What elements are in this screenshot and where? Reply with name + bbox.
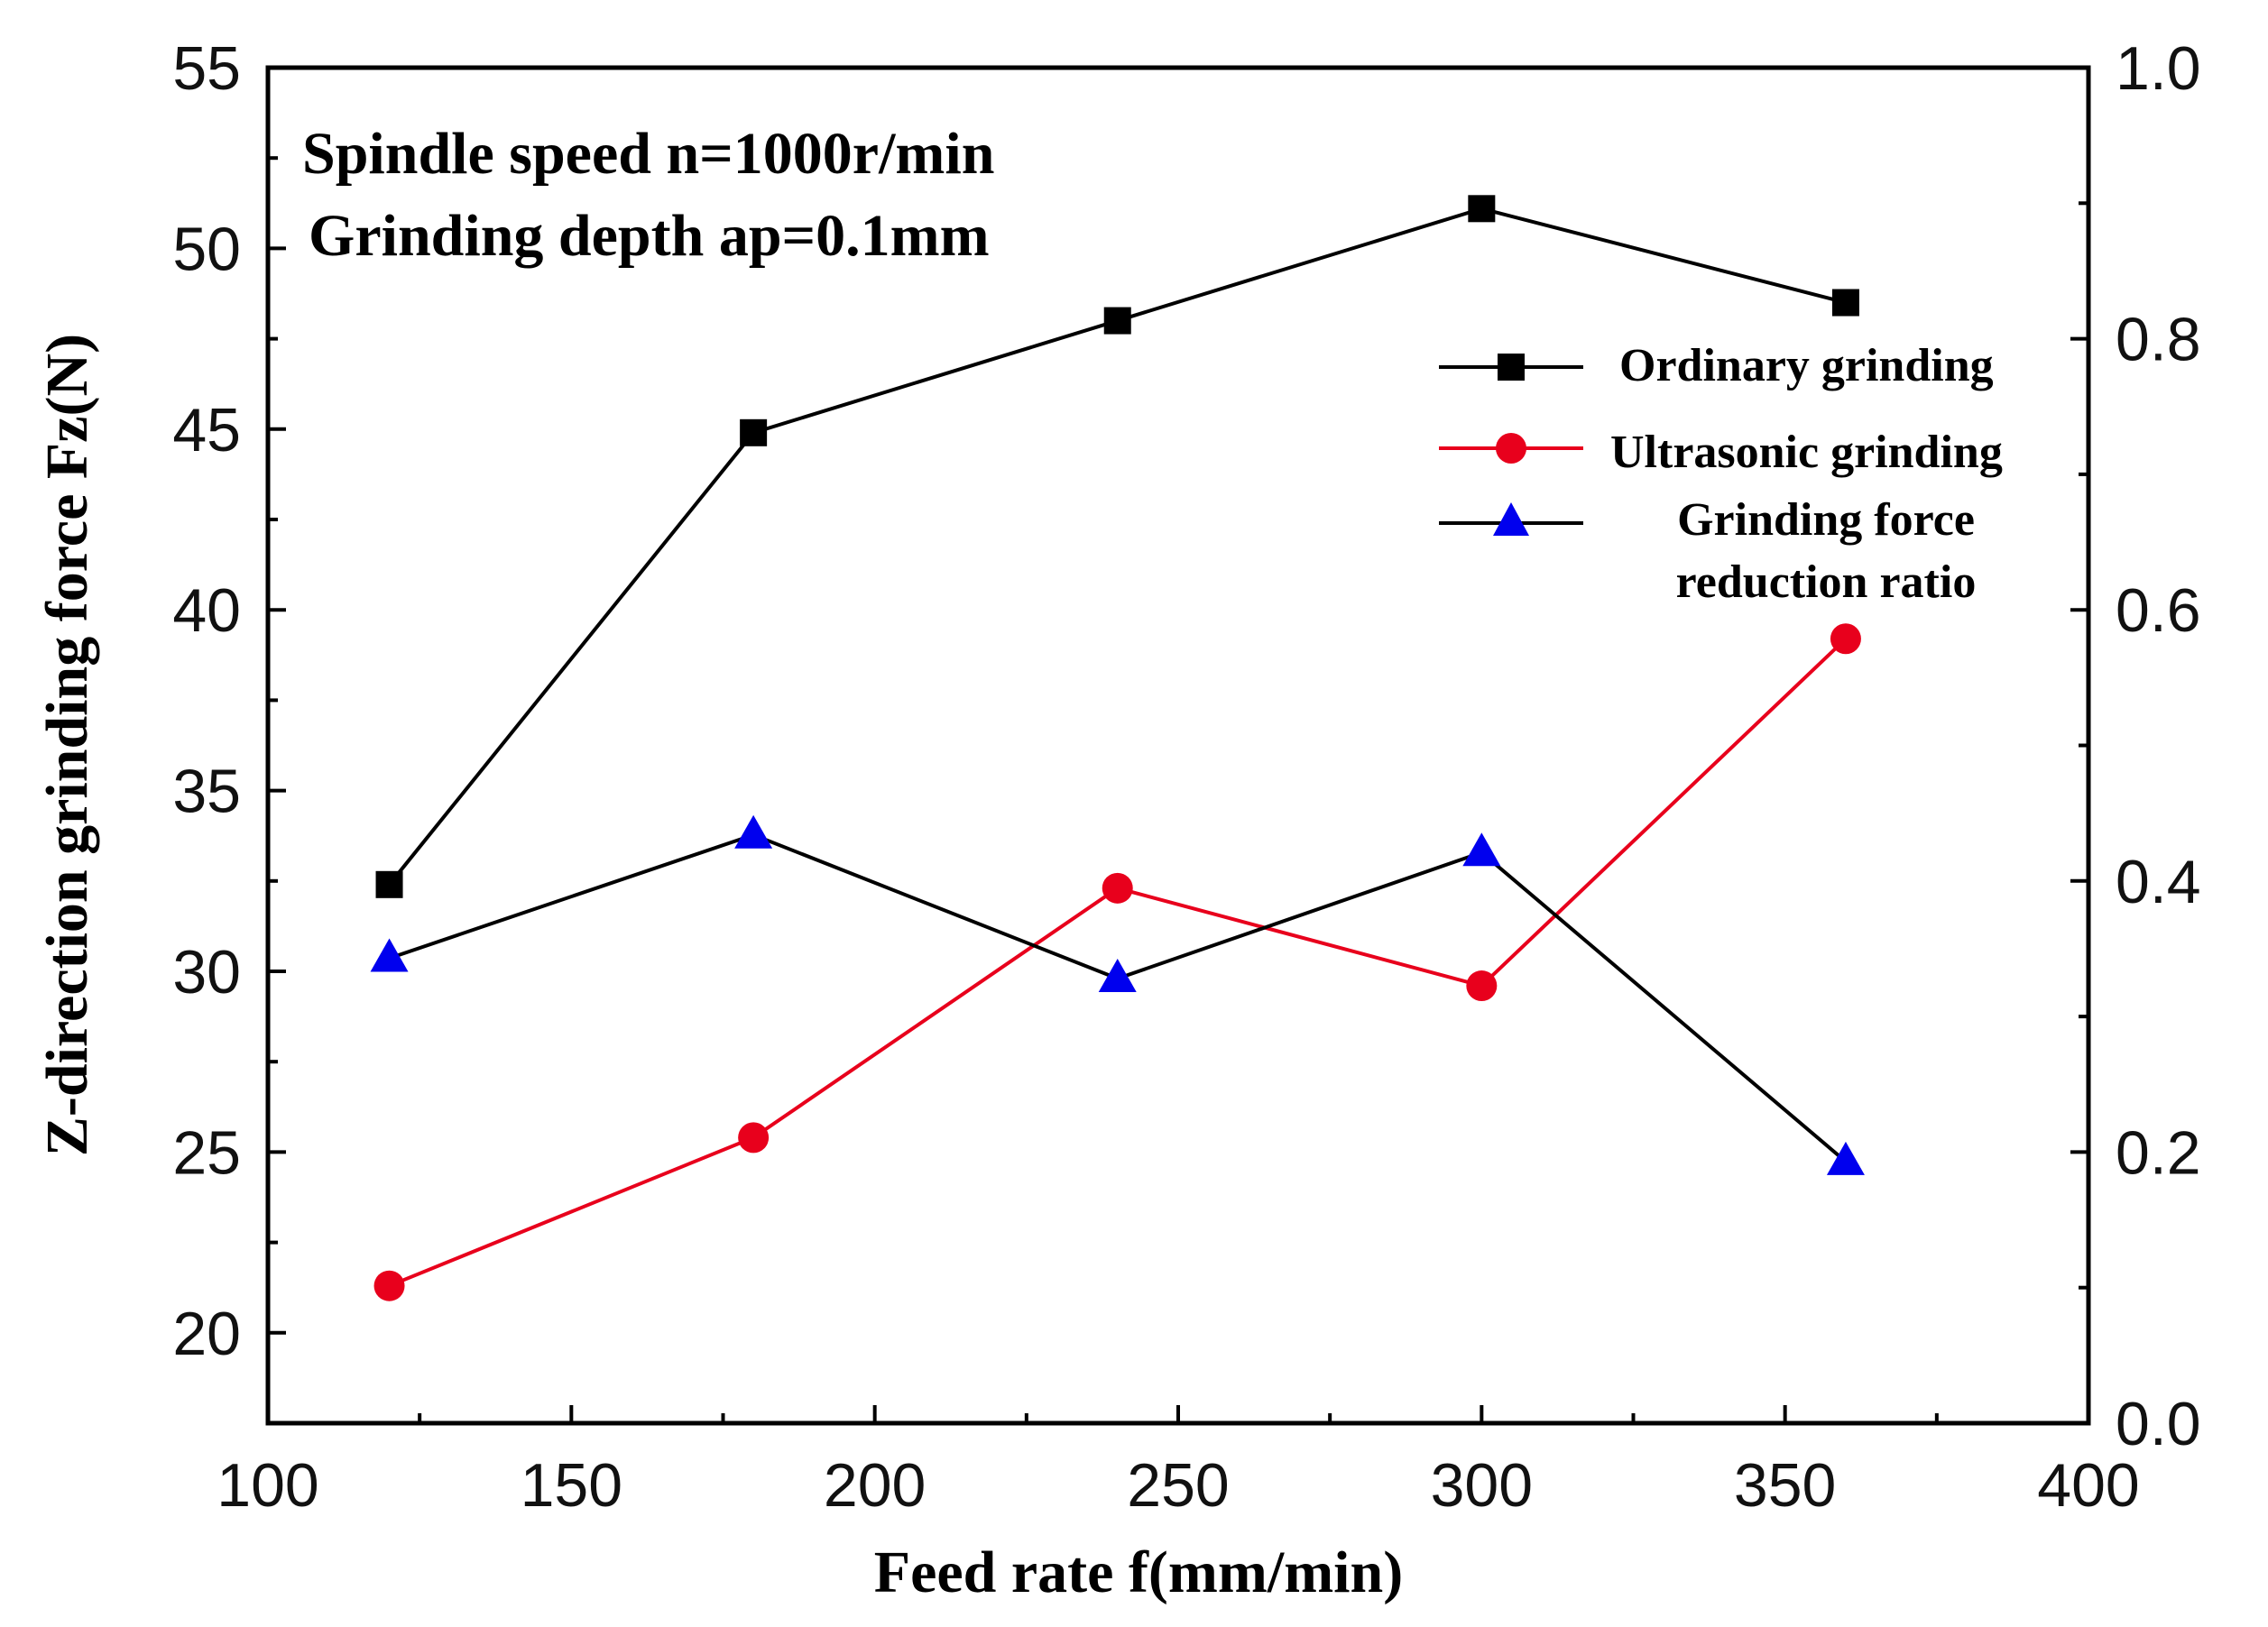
legend-marker-ultrasonic (1496, 433, 1526, 464)
data-point-ordinary (740, 418, 768, 446)
legend: Ordinary grinding Ultrasonic grinding Gr… (1439, 340, 2003, 608)
y-axis-left: 20 25 30 35 40 45 50 55 (172, 34, 286, 1425)
y-right-tick-label: 1.0 (2116, 34, 2201, 103)
x-tick-label: 350 (1734, 1451, 1836, 1520)
y-right-tick-label: 0.6 (2116, 576, 2201, 645)
y-right-tick-label: 0.2 (2116, 1118, 2201, 1187)
data-point-ultrasonic (738, 1122, 770, 1154)
data-point-ordinary (375, 870, 403, 898)
data-point-reduction-ratio (1826, 1141, 1865, 1175)
y-right-tick-label: 0.0 (2116, 1390, 2201, 1458)
x-tick-label: 150 (521, 1451, 622, 1520)
y-left-tick-label: 40 (172, 576, 241, 645)
x-tick-label: 250 (1127, 1451, 1229, 1520)
annotation-grinding-depth: Grinding depth ap=0.1mm (309, 203, 990, 269)
data-point-ordinary (1831, 289, 1859, 317)
y-axis-right: 0.0 0.2 0.4 0.6 0.8 1.0 (2070, 34, 2201, 1458)
data-point-ultrasonic (1102, 872, 1133, 904)
annotation-spindle-speed: Spindle speed n=1000r/min (302, 121, 994, 187)
data-point-reduction-ratio (734, 814, 773, 849)
data-point-ordinary (1103, 307, 1131, 335)
data-point-ordinary (1468, 195, 1496, 223)
x-tick-label: 400 (2037, 1451, 2139, 1520)
plot-frame (265, 65, 2091, 1426)
y-right-tick-label: 0.8 (2116, 306, 2201, 374)
series-markers (370, 195, 1865, 1301)
data-point-reduction-ratio (370, 938, 409, 972)
y-left-tick-label: 20 (172, 1300, 241, 1368)
y-left-tick-label: 50 (172, 215, 241, 283)
legend-label-ordinary: Ordinary grinding (1619, 340, 1994, 391)
x-tick-label: 100 (217, 1451, 318, 1520)
legend-label-reduction-line1: Grinding force (1677, 494, 1975, 546)
legend-label-ultrasonic: Ultrasonic grinding (1610, 427, 2003, 478)
data-point-ultrasonic (1466, 970, 1498, 1002)
data-point-reduction-ratio (1462, 832, 1501, 867)
y-right-tick-label: 0.4 (2116, 848, 2201, 916)
legend-marker-reduction (1493, 502, 1529, 536)
x-tick-label: 200 (824, 1451, 926, 1520)
y-left-tick-label: 30 (172, 938, 241, 1007)
legend-label-reduction-line2: reduction ratio (1676, 556, 1977, 608)
y-left-tick-label: 45 (172, 396, 241, 464)
y-left-tick-label: 25 (172, 1118, 241, 1187)
x-axis: 100 150 200 250 300 350 400 (217, 1405, 2140, 1520)
y-left-tick-label: 55 (172, 34, 241, 103)
y-left-tick-label: 35 (172, 758, 241, 826)
y-axis-left-title: Z-direction grinding force Fz(N) (34, 334, 100, 1156)
data-point-ultrasonic (373, 1270, 405, 1301)
data-point-reduction-ratio (1098, 959, 1137, 993)
legend-marker-ordinary (1498, 354, 1525, 381)
data-point-ultrasonic (1830, 623, 1861, 655)
x-axis-title: Feed rate f(mm/min) (874, 1540, 1403, 1605)
x-tick-label: 300 (1431, 1451, 1533, 1520)
